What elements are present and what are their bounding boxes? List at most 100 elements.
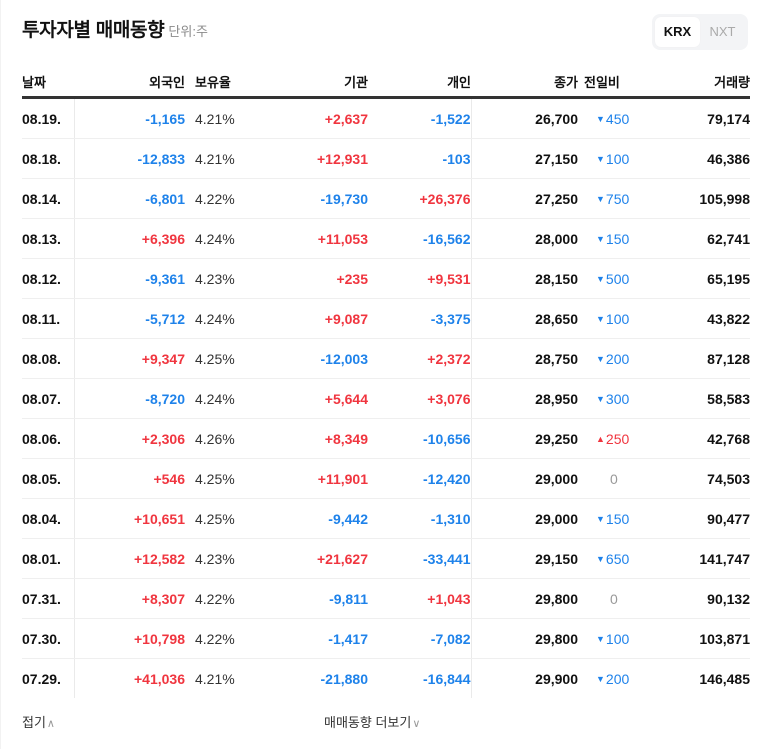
more-trading-trend-button[interactable]: 매매동향 더보기∨ [324,712,420,731]
change-value: 0 [610,590,618,607]
cell-change: 0 [578,458,654,499]
cell-foreign: +12,582 [74,538,185,579]
cell-individual: -3,375 [368,298,472,339]
triangle-down-icon: ▼ [596,353,605,364]
cell-change: ▼200 [578,659,654,699]
cell-institution: +8,349 [245,418,368,459]
cell-holding-ratio: 4.22% [185,578,245,619]
cell-volume: 58,583 [654,378,750,419]
table-row: 07.30. +10,798 4.22% -1,417 -7,082 29,800 ▼100… [22,618,750,659]
cell-institution: +12,931 [245,138,368,179]
cell-change: ▼100 [578,618,654,659]
section-header: 투자자별 매매동향 단위:주 KRX NXT [22,14,748,50]
cell-date: 08.12. [22,258,75,299]
change-value: 200 [605,670,630,687]
triangle-down-icon: ▼ [596,233,605,244]
cell-individual: -7,082 [368,618,472,659]
table-row: 08.12. -9,361 4.23% +235 +9,531 28,150 ▼500 65,… [22,258,750,299]
cell-foreign: +9,347 [74,338,185,379]
cell-institution: -21,880 [320,670,368,687]
cell-change: ▲250 [578,418,654,459]
cell-date: 08.08. [22,338,75,379]
cell-foreign: -5,712 [74,298,185,339]
change-value: 300 [605,390,630,407]
cell-institution: -19,730 [245,178,368,219]
table-row: 08.08. +9,347 4.25% -12,003 +2,372 28,750 ▼200… [22,338,750,379]
cell-volume: 65,195 [654,258,750,299]
cell-change: 0 [578,578,654,619]
table-row: 08.13. +6,396 4.24% +11,053 -16,562 28,000 ▼15… [22,218,750,259]
cell-individual: -103 [368,138,472,179]
cell-date: 08.11. [22,298,75,339]
triangle-down-icon: ▼ [596,633,605,644]
cell-date: 08.07. [22,378,75,419]
market-toggle-krx[interactable]: KRX [655,17,700,47]
chevron-up-icon: ∧ [46,718,55,730]
change-value: 0 [610,470,618,487]
cell-individual: -1,522 [368,97,472,139]
change-value: 200 [605,350,630,367]
cell-date: 08.01. [22,538,75,579]
more-label: 매매동향 더보기 [324,715,412,730]
table-row: 08.11. -5,712 4.24% +9,087 -3,375 28,650 ▼100 4… [22,298,750,339]
cell-change: ▼100 [578,298,654,339]
cell-volume: 79,174 [654,97,750,139]
cell-date: 08.18. [22,138,75,179]
cell-holding-ratio: 4.25% [185,458,245,499]
cell-individual: +26,376 [368,178,472,219]
cell-close: 28,150 [471,258,578,299]
col-header-change: 전일비 [578,66,654,99]
cell-holding-ratio: 4.22% [185,618,245,659]
cell-close: 26,700 [471,97,578,139]
cell-individual: +2,372 [368,338,472,379]
fold-button[interactable]: 접기∧ [22,712,55,731]
col-header-foreign: 외국인 [74,66,185,99]
market-toggle-nxt[interactable]: NXT [709,24,736,39]
cell-close: 29,150 [471,538,578,579]
cell-foreign: -8,720 [74,378,185,419]
cell-individual: +1,043 [368,578,472,619]
cell-holding-ratio: 4.24% [185,298,245,339]
cell-foreign: +10,798 [74,618,185,659]
cell-date: 08.14. [22,178,75,219]
cell-change: ▼750 [578,178,654,219]
cell-holding-ratio: 4.24% [185,218,245,259]
cell-individual: -1,310 [368,498,472,539]
fold-label: 접기 [22,715,46,730]
cell-holding-ratio: 4.21% [185,97,245,139]
change-value: 100 [605,630,630,647]
cell-close: 29,000 [471,498,578,539]
table-row: 08.14. -6,801 4.22% -19,730 +26,376 27,250 ▼75… [22,178,750,219]
cell-close: 29,000 [471,458,578,499]
triangle-down-icon: ▼ [596,553,605,564]
cell-change: ▼100 [578,138,654,179]
cell-close: 29,800 [471,618,578,659]
cell-institution: +235 [245,258,368,299]
cell-foreign: -6,801 [74,178,185,219]
cell-holding-ratio: 4.26% [185,418,245,459]
cell-change: ▼450 [578,97,654,139]
cell-volume: 90,132 [654,578,750,619]
cell-foreign: -1,165 [74,97,185,139]
triangle-down-icon: ▼ [596,513,605,524]
col-header-date: 날짜 [22,66,74,99]
unit-label: 단위:주 [168,24,208,39]
cell-foreign: +2,306 [74,418,185,459]
cell-close: 28,650 [471,298,578,339]
table-row: 08.07. -8,720 4.24% +5,644 +3,076 28,950 ▼300 5… [22,378,750,419]
chevron-down-icon: ∨ [412,718,421,730]
cell-holding-ratio: 4.21% [185,138,245,179]
cell-foreign: +8,307 [74,578,185,619]
cell-volume: 46,386 [654,138,750,179]
cell-holding-ratio: 4.23% [185,538,245,579]
cell-individual: +9,531 [368,258,472,299]
cell-close: 29,800 [471,578,578,619]
cell-institution: +11,053 [245,218,368,259]
table-row: 08.01. +12,582 4.23% +21,627 -33,441 29,150 ▼6… [22,538,750,579]
table-row: 07.31. +8,307 4.22% -9,811 +1,043 29,800 0 90,1… [22,578,750,619]
cell-date: 07.29. [22,658,75,698]
cell-institution: -9,811 [245,578,368,619]
cell-volume: 42,768 [654,418,750,459]
triangle-down-icon: ▼ [596,393,605,404]
cell-volume: 105,998 [654,178,750,219]
